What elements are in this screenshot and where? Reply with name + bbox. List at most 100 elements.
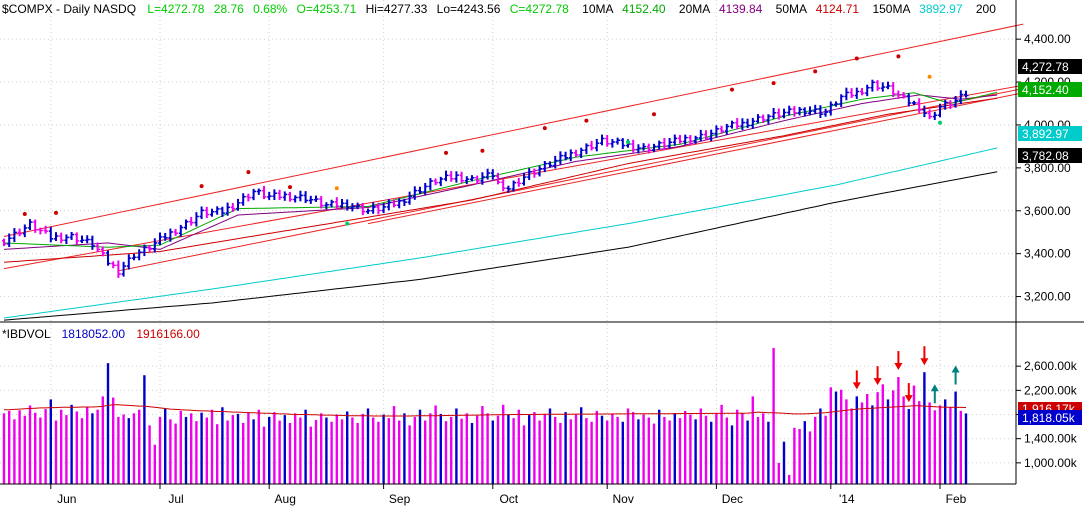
volume-bar <box>621 421 624 484</box>
volume-bar <box>585 418 588 484</box>
price-bar <box>366 208 371 214</box>
volume-bar <box>86 406 89 484</box>
volume-bar <box>340 419 344 484</box>
buy-arrow-icon <box>951 365 960 385</box>
volume-bar <box>18 410 21 484</box>
volume-bar <box>96 409 99 484</box>
ma150-tag-text: 3,892.97 <box>1022 127 1069 141</box>
volume-avg-value: 1916166.00 <box>136 327 200 341</box>
ma10-label: 10MA <box>582 2 613 16</box>
price-bar <box>636 144 641 154</box>
volume-bar <box>964 413 968 484</box>
price-bar <box>496 172 501 185</box>
volume-bar <box>75 411 78 484</box>
volume-bar <box>320 413 323 484</box>
price-bar <box>433 178 439 186</box>
ma50-label: 50MA <box>776 2 807 16</box>
price-bar <box>392 199 397 208</box>
volume-bar <box>273 412 276 484</box>
price-bar <box>574 149 579 158</box>
volume-bar <box>637 419 640 484</box>
price-bar <box>241 193 246 206</box>
price-bar <box>74 232 80 245</box>
signal-dot <box>199 184 204 189</box>
volume-bar <box>413 416 416 484</box>
price-bar <box>236 198 241 211</box>
price-bar <box>698 129 704 142</box>
volume-bar <box>465 413 468 484</box>
volume-bar <box>486 413 489 484</box>
price-bar <box>506 185 511 193</box>
month-label: Dec <box>722 492 743 506</box>
volume-bar <box>408 425 411 484</box>
volume-bar <box>668 420 671 484</box>
price-bar <box>501 179 506 192</box>
volume-bar <box>684 410 687 484</box>
signal-dot <box>246 170 251 175</box>
volume-bar <box>710 421 713 484</box>
signal-dot <box>896 54 901 59</box>
price-bar <box>600 134 605 146</box>
price-bar <box>350 203 355 212</box>
price-bar <box>917 98 922 113</box>
price-bar <box>298 190 303 202</box>
volume-bar <box>569 419 572 484</box>
volume-bar <box>60 409 63 484</box>
price-bar <box>12 228 17 243</box>
ma200-tag: 3,782.08 <box>1018 148 1082 163</box>
price-bar <box>381 203 387 214</box>
volume-bar <box>398 420 401 484</box>
price-bar <box>828 101 834 116</box>
volume-bar <box>106 363 110 484</box>
price-bar <box>152 238 158 253</box>
volume-bar <box>647 417 650 484</box>
ma150-value: 3892.97 <box>919 2 963 16</box>
price-bar <box>215 206 220 215</box>
volume-bar <box>455 408 458 484</box>
price-bar <box>475 175 480 184</box>
volume-bar <box>704 415 708 484</box>
volume-bar <box>39 417 42 484</box>
price-bar <box>735 118 740 130</box>
price-bar <box>329 199 335 208</box>
price-bar <box>246 193 251 202</box>
volume-bar <box>325 417 328 484</box>
volume-bar <box>288 422 292 484</box>
signal-dot <box>730 87 734 92</box>
price-bar <box>100 246 106 257</box>
price-bar <box>277 189 283 200</box>
volume-bar <box>788 474 791 484</box>
price-bar <box>490 169 496 180</box>
change-value: 28.76 <box>214 2 244 16</box>
volume-bar <box>611 413 614 484</box>
signal-dot <box>771 81 776 86</box>
price-bar <box>579 147 584 158</box>
month-label: Jul <box>168 492 183 506</box>
vol-tag-text: 1,818.05k <box>1022 411 1076 425</box>
high-value: Hi=4277.33 <box>366 2 428 16</box>
price-bar <box>943 99 948 110</box>
volume-tick-label: 1,000.00k <box>1024 456 1078 470</box>
ma20-label: 20MA <box>679 2 710 16</box>
volume-bar <box>959 410 962 484</box>
volume-bar <box>897 377 900 484</box>
volume-bar <box>840 389 843 484</box>
volume-bar <box>814 416 817 484</box>
price-bar <box>184 219 189 230</box>
sell-arrow-icon <box>852 370 861 390</box>
price-bar <box>683 134 688 145</box>
volume-bar <box>377 421 380 484</box>
volume-bar <box>699 408 702 484</box>
volume-bar <box>902 396 905 484</box>
price-bar <box>22 224 28 238</box>
price-bar <box>776 108 782 120</box>
price-bar <box>355 202 361 210</box>
price-bar <box>412 186 418 200</box>
volume-bar <box>626 408 630 484</box>
volume-bar <box>429 413 432 484</box>
volume-bar <box>548 408 552 484</box>
volume-bar <box>694 419 697 484</box>
price-bar <box>605 135 610 147</box>
volume-bar <box>512 418 515 484</box>
volume-bar <box>777 462 780 484</box>
